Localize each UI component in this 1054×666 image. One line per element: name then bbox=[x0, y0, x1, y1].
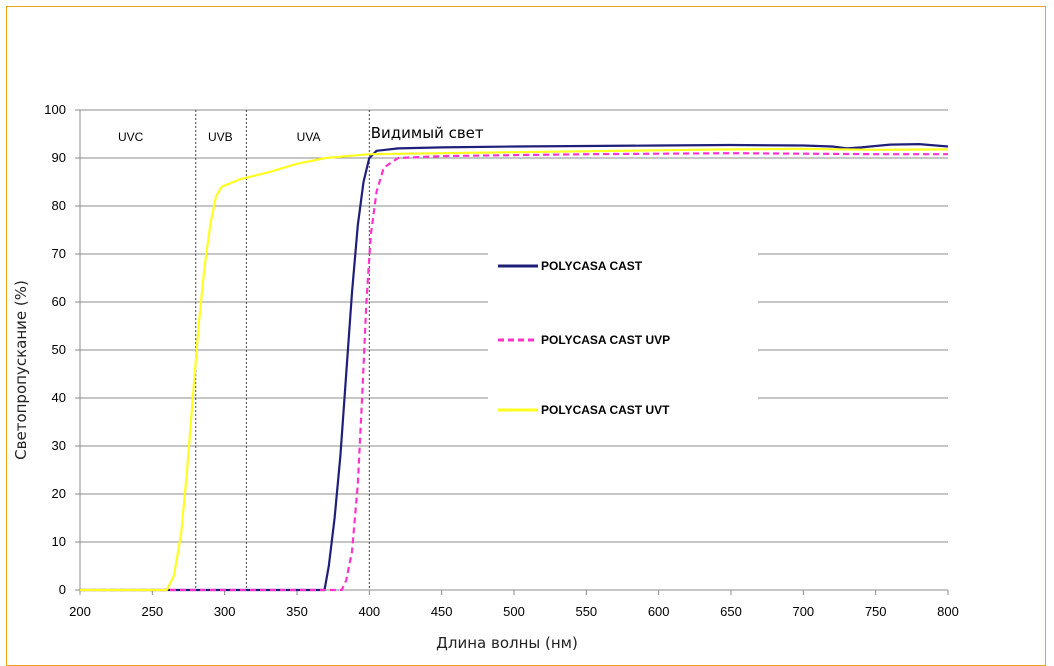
legend-entry-label: POLYCASA CAST UVP bbox=[541, 333, 670, 347]
x-tick-label: 350 bbox=[286, 604, 308, 619]
x-axis-title: Длина волны (нм) bbox=[436, 634, 578, 652]
series-line-2 bbox=[80, 147, 949, 592]
region-label: UVB bbox=[208, 130, 233, 144]
y-tick-label: 10 bbox=[52, 534, 66, 549]
y-tick-label: 70 bbox=[52, 246, 66, 261]
x-tick-label: 550 bbox=[575, 604, 597, 619]
y-tick-label: 60 bbox=[52, 294, 66, 309]
series-line-0 bbox=[80, 143, 949, 592]
y-axis-title: Светопропускание (%) bbox=[12, 280, 30, 460]
x-tick-label: 200 bbox=[69, 604, 91, 619]
y-tick-label: 80 bbox=[52, 198, 66, 213]
x-tick-label: 250 bbox=[141, 604, 163, 619]
x-tick-label: 600 bbox=[648, 604, 670, 619]
legend-background bbox=[488, 244, 758, 430]
y-tick-label: 30 bbox=[52, 438, 66, 453]
y-tick-label: 90 bbox=[52, 150, 66, 165]
y-tick-label: 50 bbox=[52, 342, 66, 357]
legend-entry-label: POLYCASA CAST UVT bbox=[541, 403, 670, 417]
x-tick-label: 700 bbox=[792, 604, 814, 619]
x-tick-label: 800 bbox=[937, 604, 959, 619]
y-tick-label: 20 bbox=[52, 486, 66, 501]
x-tick-label: 300 bbox=[214, 604, 236, 619]
y-tick-label: 40 bbox=[52, 390, 66, 405]
region-label: Видимый свет bbox=[371, 124, 484, 142]
y-tick-label: 0 bbox=[59, 582, 66, 597]
x-tick-label: 450 bbox=[431, 604, 453, 619]
x-tick-label: 400 bbox=[358, 604, 380, 619]
legend-entry-label: POLYCASA CAST bbox=[541, 259, 643, 273]
series-line-1 bbox=[80, 152, 948, 592]
x-tick-label: 650 bbox=[720, 604, 742, 619]
x-tick-label: 750 bbox=[865, 604, 887, 619]
region-label: UVA bbox=[297, 130, 321, 144]
y-tick-label: 100 bbox=[44, 102, 66, 117]
x-tick-label: 500 bbox=[503, 604, 525, 619]
region-label: UVC bbox=[118, 130, 144, 144]
